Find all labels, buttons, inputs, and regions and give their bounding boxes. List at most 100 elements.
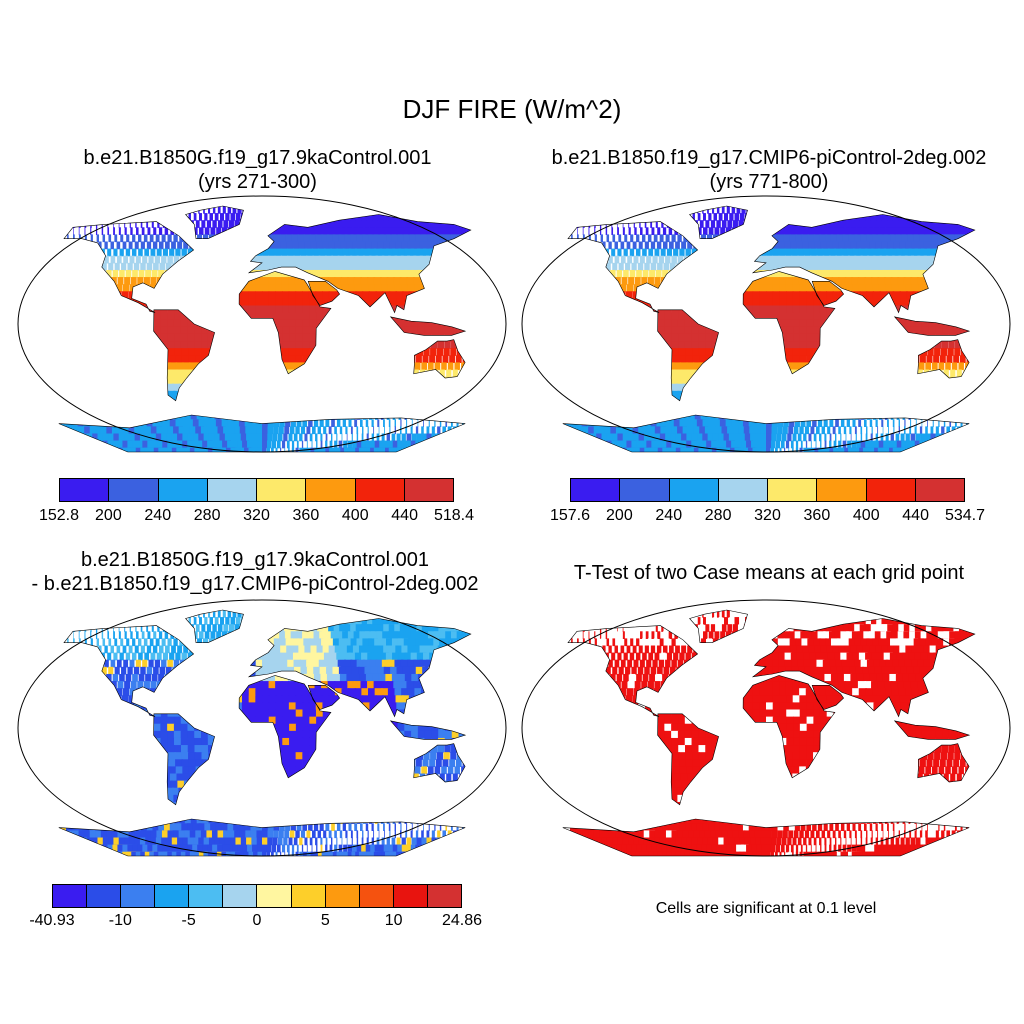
coastline-eurasia bbox=[751, 618, 976, 718]
colorbar-difference-swatch-1 bbox=[87, 885, 122, 907]
map-case1 bbox=[17, 195, 507, 453]
coastline-southamerica bbox=[657, 713, 719, 806]
colorbar-case2-swatch-2 bbox=[669, 479, 719, 501]
colorbar-case1 bbox=[59, 478, 454, 502]
colorbar-difference-swatch-3 bbox=[155, 885, 190, 907]
coastline-northamerica bbox=[63, 221, 195, 313]
colorbar-case1-tick-label: 280 bbox=[193, 507, 221, 524]
coastline-southamerica bbox=[657, 309, 719, 402]
coastline-indonesia bbox=[389, 720, 467, 740]
colorbar-difference-swatch-9 bbox=[359, 885, 394, 907]
colorbar-case2-swatch-5 bbox=[817, 479, 867, 501]
colorbar-case1-swatch-5 bbox=[306, 479, 356, 501]
map-border bbox=[521, 195, 1011, 453]
coastline-eurasia bbox=[751, 214, 976, 314]
colorbar-case2-tick-label: 440 bbox=[902, 507, 929, 524]
significance-note: Cells are significant at 0.1 level bbox=[655, 900, 877, 917]
colorbar-case1-tick-label: 152.8 bbox=[38, 507, 80, 524]
colorbar-case2-swatch-0 bbox=[571, 479, 621, 501]
colorbar-case2-tick-label: 400 bbox=[852, 507, 880, 524]
coastline-northamerica bbox=[63, 625, 195, 717]
coastline-arabia bbox=[811, 281, 844, 306]
colorbar-case1-swatch-3 bbox=[207, 479, 257, 501]
colorbar-difference-swatch-7 bbox=[291, 885, 326, 907]
colorbar-case1-swatch-0 bbox=[60, 479, 110, 501]
colorbar-case1-swatch-1 bbox=[109, 479, 159, 501]
panel-title-case2: b.e21.B1850.f19_g17.CMIP6-piControl-2deg… bbox=[514, 146, 1024, 194]
colorbar-case2-tick-label: 320 bbox=[754, 507, 781, 524]
coastline-africa bbox=[238, 675, 332, 779]
land-cells bbox=[562, 206, 975, 452]
colorbar-case1-tick-label: 200 bbox=[95, 507, 122, 524]
land-cells bbox=[562, 610, 975, 856]
figure-title: DJF FIRE (W/m^2) bbox=[402, 94, 622, 124]
coastline-greenland bbox=[689, 609, 748, 643]
colorbar-case1-swatch-4 bbox=[257, 479, 307, 501]
colorbar-case1-swatch-6 bbox=[355, 479, 405, 501]
panel-title-difference-line2: - b.e21.B1850.f19_g17.CMIP6-piControl-2d… bbox=[31, 573, 479, 595]
colorbar-difference-tick-label: 10 bbox=[384, 912, 403, 929]
coastline-greenland bbox=[689, 205, 748, 239]
colorbar-case2-tick-label: 534.7 bbox=[944, 507, 986, 524]
colorbar-difference-tick-label: -5 bbox=[181, 912, 196, 929]
panel-title-case1-line1: b.e21.B1850G.f19_g17.9kaControl.001 bbox=[83, 147, 432, 169]
coastline-africa bbox=[238, 271, 332, 375]
coastline-arabia bbox=[307, 281, 340, 306]
colorbar-difference-labels: -40.93 -10 -5 0 5 10 24.86 bbox=[29, 912, 482, 932]
colorbar-difference-swatch-11 bbox=[427, 885, 461, 907]
colorbar-difference-tick-label: 0 bbox=[252, 912, 262, 929]
colorbar-case2-labels: 157.6 200 240 280 320 360 400 440 534.7 bbox=[550, 507, 985, 527]
colorbar-difference-swatch-10 bbox=[393, 885, 428, 907]
colorbar-case1-tick-label: 440 bbox=[391, 507, 418, 524]
colorbar-difference-swatch-4 bbox=[189, 885, 224, 907]
map-difference bbox=[17, 599, 507, 857]
map-border bbox=[17, 599, 507, 857]
map-border bbox=[521, 599, 1011, 857]
colorbar-difference-tick-label: -40.93 bbox=[29, 912, 75, 929]
colorbar-case1-tick-label: 360 bbox=[292, 507, 320, 524]
colorbar-case2-tick-label: 240 bbox=[655, 507, 683, 524]
colorbar-case1-tick-label: 518.4 bbox=[433, 507, 475, 524]
map-ttest bbox=[521, 599, 1011, 857]
colorbar-case2-swatch-1 bbox=[620, 479, 670, 501]
colorbar-case2-swatch-6 bbox=[866, 479, 916, 501]
panel-title-ttest-line1: T-Test of two Case means at each grid po… bbox=[573, 562, 965, 584]
colorbar-case2-swatch-7 bbox=[915, 479, 964, 501]
coastline-eurasia bbox=[247, 618, 472, 718]
colorbar-difference-tick-label: -10 bbox=[108, 912, 132, 929]
colorbar-case2-tick-label: 360 bbox=[803, 507, 831, 524]
coastline-eurasia bbox=[247, 214, 472, 314]
colorbar-case2-swatch-4 bbox=[768, 479, 818, 501]
colorbar-case2-tick-label: 157.6 bbox=[549, 507, 591, 524]
panel-title-ttest: T-Test of two Case means at each grid po… bbox=[514, 561, 1024, 585]
colorbar-case1-swatch-7 bbox=[404, 479, 453, 501]
colorbar-difference-swatch-2 bbox=[121, 885, 156, 907]
coastline-northamerica bbox=[567, 221, 699, 313]
coastline-arabia bbox=[307, 685, 340, 710]
coastline-australia bbox=[413, 743, 466, 783]
coastline-australia bbox=[917, 743, 970, 783]
coastline-greenland bbox=[185, 205, 244, 239]
coastline-southamerica bbox=[153, 309, 215, 402]
coastline-indonesia bbox=[389, 316, 467, 336]
colorbar-difference-swatch-0 bbox=[53, 885, 88, 907]
colorbar-case2-tick-label: 200 bbox=[606, 507, 633, 524]
colorbar-case2 bbox=[570, 478, 965, 502]
coastline-greenland bbox=[185, 609, 244, 643]
land-cells bbox=[58, 206, 471, 452]
panel-title-case1: b.e21.B1850G.f19_g17.9kaControl.001 (yrs… bbox=[5, 146, 510, 194]
colorbar-difference bbox=[52, 884, 462, 908]
colorbar-difference-tick-label: 24.86 bbox=[441, 912, 483, 929]
colorbar-case2-swatch-3 bbox=[718, 479, 768, 501]
panel-title-difference: b.e21.B1850G.f19_g17.9kaControl.001 - b.… bbox=[0, 548, 520, 596]
coastline-indonesia bbox=[893, 720, 971, 740]
colorbar-case1-tick-label: 320 bbox=[243, 507, 270, 524]
map-border bbox=[17, 195, 507, 453]
map-case2 bbox=[521, 195, 1011, 453]
panel-title-case1-line2: (yrs 271-300) bbox=[198, 171, 317, 193]
colorbar-difference-tick-label: 5 bbox=[320, 912, 330, 929]
colorbar-case1-tick-label: 400 bbox=[341, 507, 369, 524]
coastline-africa bbox=[742, 675, 836, 779]
coastline-arabia bbox=[811, 685, 844, 710]
colorbar-case1-swatch-2 bbox=[158, 479, 208, 501]
